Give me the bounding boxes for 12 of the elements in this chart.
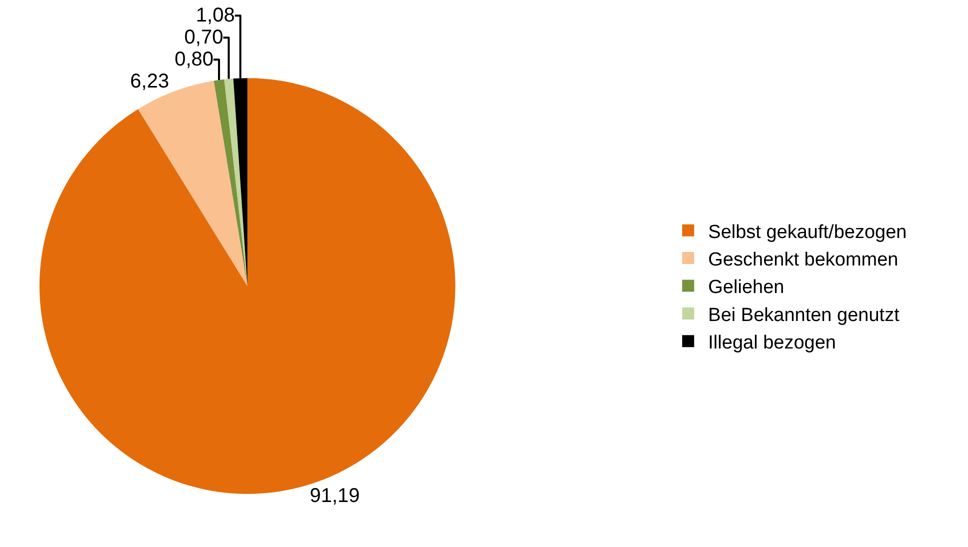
data-label: 0,70 <box>184 26 224 49</box>
legend-label: Geliehen <box>708 277 784 298</box>
legend-label: Selbst gekauft/bezogen <box>708 222 907 243</box>
data-label: 91,19 <box>310 485 360 508</box>
pie-slice <box>224 78 248 286</box>
legend-label: Illegal bezogen <box>708 332 836 354</box>
legend-label: Bei Bekannten genutzt <box>708 304 900 326</box>
pie-slice <box>214 79 248 286</box>
data-label: 6,23 <box>130 70 170 93</box>
data-label: 1,08 <box>196 4 235 27</box>
legend-label: Geschenkt bekommen <box>708 249 898 270</box>
data-label: 0,80 <box>174 48 214 71</box>
